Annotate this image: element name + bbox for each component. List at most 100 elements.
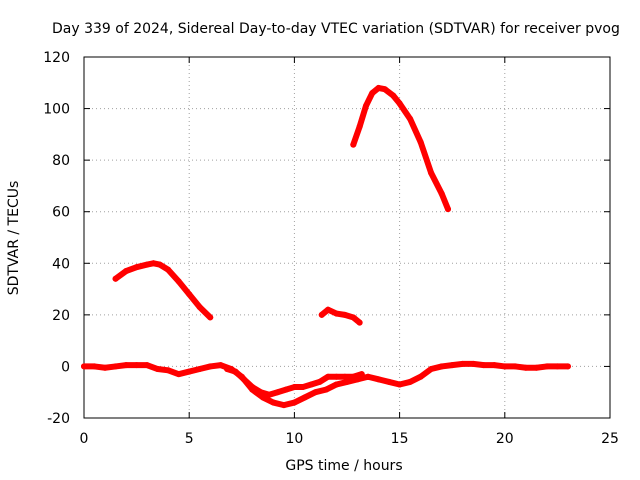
data-point — [350, 373, 357, 380]
data-point — [501, 363, 508, 370]
data-point — [299, 384, 306, 391]
data-point — [325, 373, 332, 380]
y-axis-label: SDTVAR / TECUs — [6, 181, 22, 296]
data-point — [123, 268, 130, 275]
data-point — [270, 399, 277, 406]
y-tick-label: 40 — [52, 256, 70, 272]
data-point — [438, 190, 445, 197]
x-tick-label: 20 — [496, 431, 514, 447]
data-point — [533, 364, 540, 371]
series-arc-13-17h — [350, 84, 451, 213]
data-point — [350, 314, 357, 321]
data-point — [356, 319, 363, 326]
data-point — [266, 391, 273, 398]
data-point — [356, 123, 363, 130]
data-point — [112, 363, 119, 370]
data-point — [390, 92, 397, 99]
data-point — [375, 84, 382, 91]
data-point — [333, 381, 340, 388]
data-point — [375, 376, 382, 383]
data-point — [207, 314, 214, 321]
data-point — [81, 363, 87, 370]
series-arc-near-zero-b — [224, 366, 365, 398]
y-tick-label: 80 — [52, 153, 70, 169]
series-line — [112, 260, 214, 321]
data-point — [291, 384, 298, 391]
data-point — [224, 366, 231, 373]
x-tick-label: 10 — [285, 431, 303, 447]
data-point — [207, 363, 214, 370]
data-point — [344, 378, 350, 385]
data-point — [522, 364, 529, 371]
data-point — [428, 366, 435, 373]
series-arc-11-13h — [318, 306, 363, 326]
data-point — [102, 364, 109, 371]
data-point — [396, 100, 403, 107]
x-axis-label: GPS time / hours — [285, 458, 402, 474]
series-arc-near-zero-a — [81, 360, 571, 409]
plot-border — [83, 56, 611, 419]
data-point — [438, 363, 445, 370]
data-point — [386, 378, 393, 385]
data-point — [301, 394, 308, 401]
data-point — [365, 373, 372, 380]
x-tick-label: 25 — [601, 431, 619, 447]
data-point — [154, 366, 161, 373]
data-point — [449, 362, 456, 369]
data-point — [480, 362, 487, 369]
data-point — [217, 362, 224, 369]
data-point — [133, 264, 140, 271]
data-point — [144, 261, 151, 268]
data-point — [312, 389, 319, 396]
data-point — [512, 363, 519, 370]
data-point — [196, 304, 203, 311]
data-point — [444, 206, 451, 213]
data-point — [325, 306, 332, 313]
data-point — [232, 368, 239, 375]
data-point — [249, 384, 256, 391]
data-point — [333, 373, 340, 380]
data-point — [175, 371, 182, 378]
data-point — [165, 266, 172, 273]
data-point — [133, 362, 140, 369]
y-tick-label: 20 — [52, 308, 70, 324]
data-point — [91, 363, 98, 370]
data-point — [156, 261, 163, 268]
data-point — [407, 115, 414, 122]
data-point — [417, 373, 424, 380]
x-tick-label: 5 — [185, 431, 194, 447]
x-tick-label: 15 — [391, 431, 409, 447]
data-point — [322, 386, 329, 393]
data-point — [341, 311, 348, 318]
data-point — [564, 363, 571, 370]
data-point — [381, 86, 388, 93]
data-point — [369, 90, 376, 97]
data-point — [150, 260, 157, 267]
data-point — [333, 310, 340, 317]
y-tick-label: 60 — [52, 205, 70, 221]
data-point — [291, 399, 298, 406]
data-point — [396, 381, 403, 388]
data-point — [417, 139, 424, 146]
data-point — [358, 371, 365, 378]
y-tick-label: 0 — [61, 359, 70, 375]
data-point — [543, 363, 550, 370]
data-point — [175, 278, 182, 285]
data-point — [318, 311, 325, 318]
data-point — [459, 360, 466, 367]
data-point — [257, 389, 264, 396]
y-tick-label: 120 — [43, 50, 70, 66]
grid — [84, 57, 610, 418]
data-point — [186, 368, 193, 375]
data-point — [470, 360, 477, 367]
ticks: 0 5 10 15 20 25 -20 0 20 40 60 80 100 120 — [43, 50, 619, 447]
data-point — [274, 389, 281, 396]
data-point — [280, 402, 287, 409]
data-point — [491, 362, 498, 369]
chart-title: Day 339 of 2024, Sidereal Day-to-day VTE… — [52, 21, 620, 37]
data-point — [196, 366, 203, 373]
series-arc-2-6h — [112, 260, 214, 321]
data-point — [144, 362, 151, 369]
data-point — [428, 170, 435, 177]
data-point — [112, 275, 119, 282]
